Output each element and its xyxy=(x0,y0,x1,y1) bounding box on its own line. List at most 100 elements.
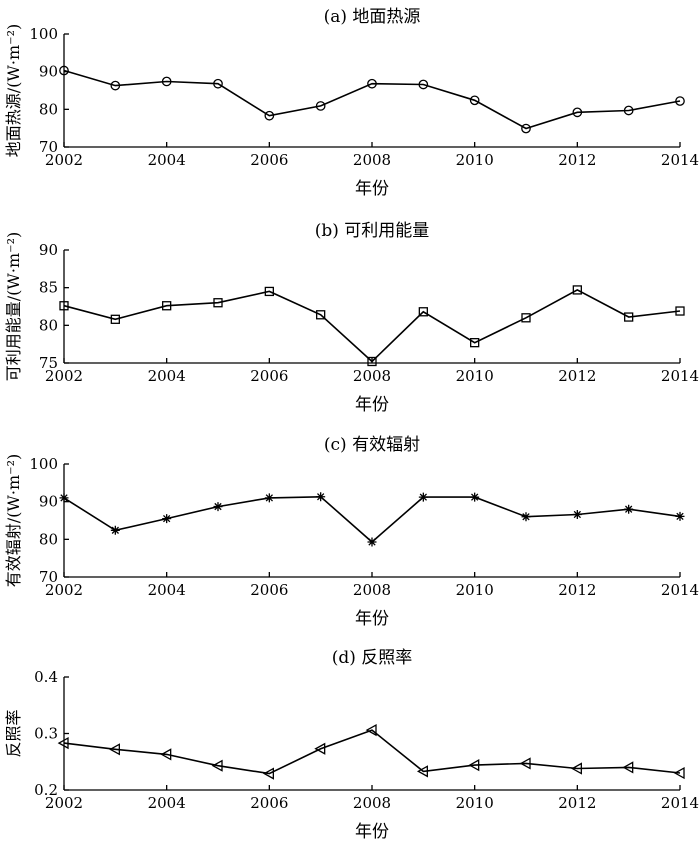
data-point-2008 xyxy=(367,537,377,547)
x-tick-label: 2002 xyxy=(45,581,83,599)
data-point-2009 xyxy=(418,492,428,502)
x-tick-label: 2012 xyxy=(558,794,596,812)
data-point-2011 xyxy=(521,313,531,323)
y-tick-label: 85 xyxy=(39,279,58,297)
y-tick-label: 0.3 xyxy=(34,725,58,743)
data-point-2012 xyxy=(572,107,583,118)
data-point-2003 xyxy=(110,314,120,324)
y-axis-label: 可利用能量/(W·m⁻²) xyxy=(4,232,23,381)
data-point-2007 xyxy=(316,492,326,502)
x-axis-label: 年份 xyxy=(355,609,389,629)
y-tick-label: 90 xyxy=(39,493,58,511)
data-point-2002 xyxy=(59,301,69,311)
x-tick-label: 2012 xyxy=(558,151,596,169)
data-point-2004 xyxy=(162,514,172,524)
data-point-2008 xyxy=(365,724,377,737)
series-line xyxy=(63,729,681,775)
data-point-2013 xyxy=(624,312,634,322)
data-point-2007 xyxy=(315,101,326,111)
data-point-2009 xyxy=(418,307,428,317)
x-tick-label: 2008 xyxy=(353,367,391,385)
data-point-2006 xyxy=(262,767,274,780)
x-tick-label: 2008 xyxy=(353,794,391,812)
y-axis-label: 地面热源/(W·m⁻²) xyxy=(4,24,23,157)
x-tick-label: 2002 xyxy=(45,367,83,385)
data-point-2006 xyxy=(264,110,275,121)
data-point-2014 xyxy=(675,511,685,521)
data-point-2010 xyxy=(470,492,480,502)
y-tick-label: 80 xyxy=(39,316,58,334)
x-tick-label: 2012 xyxy=(558,581,596,599)
data-point-2006 xyxy=(264,493,274,503)
x-axis-label: 年份 xyxy=(355,822,389,842)
x-tick-label: 2008 xyxy=(353,151,391,169)
data-point-2004 xyxy=(162,301,172,311)
y-tick-label: 70 xyxy=(39,568,58,586)
y-axis-label: 有效辐射/(W·m⁻²) xyxy=(4,454,23,587)
x-tick-label: 2002 xyxy=(45,794,83,812)
data-point-2005 xyxy=(213,298,223,308)
x-tick-label: 2012 xyxy=(558,367,596,385)
x-tick-label: 2006 xyxy=(250,581,288,599)
x-axis-label: 年份 xyxy=(355,395,389,415)
chart-title: (c) 有效辐射 xyxy=(324,435,420,455)
x-tick-label: 2014 xyxy=(661,581,699,599)
x-tick-label: 2004 xyxy=(148,151,186,169)
x-tick-label: 2014 xyxy=(661,367,699,385)
x-tick-label: 2006 xyxy=(250,794,288,812)
data-point-2014 xyxy=(675,96,685,106)
chart-title: (a) 地面热源 xyxy=(324,7,421,27)
x-tick-label: 2010 xyxy=(456,367,494,385)
data-point-2012 xyxy=(572,285,582,295)
series-line xyxy=(63,495,681,544)
chart-title: (d) 反照率 xyxy=(332,648,413,668)
chart-panel-0: (a) 地面热源 2002 2004 2006 2008 2010 2012 2014 70 80… xyxy=(4,7,699,199)
data-point-2013 xyxy=(624,504,634,514)
data-point-2014 xyxy=(673,766,685,780)
chart-panel-3: (d) 反照率 2002 2004 2006 2008 2010 2012 2014 0.2 0.… xyxy=(4,648,699,842)
x-tick-label: 2010 xyxy=(456,151,494,169)
data-point-2008 xyxy=(367,78,377,89)
data-point-2002 xyxy=(59,493,69,503)
data-point-2003 xyxy=(110,525,120,535)
data-point-2009 xyxy=(416,765,428,778)
x-tick-label: 2010 xyxy=(456,581,494,599)
y-tick-label: 80 xyxy=(39,530,58,548)
data-point-2003 xyxy=(110,80,121,91)
data-point-2013 xyxy=(622,761,634,774)
data-point-2010 xyxy=(469,95,480,106)
chart-title: (b) 可利用能量 xyxy=(315,221,430,241)
x-tick-label: 2004 xyxy=(148,581,186,599)
y-tick-label: 100 xyxy=(29,455,58,473)
y-tick-label: 100 xyxy=(29,25,58,43)
chart-panel-2: (c) 有效辐射 2002 2004 2006 2008 2010 2012 2014 70 80… xyxy=(4,435,699,629)
y-tick-label: 75 xyxy=(39,354,58,372)
data-point-2014 xyxy=(675,306,685,316)
x-axis-label: 年份 xyxy=(355,179,389,199)
series-line xyxy=(63,69,681,130)
x-tick-label: 2014 xyxy=(661,794,699,812)
data-point-2009 xyxy=(418,79,429,90)
series-line xyxy=(63,288,681,363)
y-tick-label: 80 xyxy=(39,100,58,118)
data-point-2011 xyxy=(519,757,531,770)
data-point-2012 xyxy=(572,509,582,519)
chart-panel-1: (b) 可利用能量 2002 2004 2006 2008 2010 2012 2014 75 8… xyxy=(4,221,699,415)
data-point-2004 xyxy=(161,76,172,87)
data-point-2011 xyxy=(521,512,531,522)
x-tick-label: 2008 xyxy=(353,581,391,599)
x-tick-label: 2002 xyxy=(45,151,83,169)
data-point-2013 xyxy=(623,105,634,116)
x-tick-label: 2004 xyxy=(148,367,186,385)
data-point-2002 xyxy=(59,65,69,76)
x-tick-label: 2006 xyxy=(250,151,288,169)
y-axis-label: 反照率 xyxy=(4,709,23,757)
y-tick-label: 70 xyxy=(39,138,58,156)
data-point-2007 xyxy=(316,310,326,320)
x-tick-label: 2006 xyxy=(250,367,288,385)
y-tick-label: 0.4 xyxy=(34,668,58,686)
data-point-2007 xyxy=(314,742,326,755)
data-point-2005 xyxy=(213,78,223,89)
y-tick-label: 90 xyxy=(39,241,58,259)
